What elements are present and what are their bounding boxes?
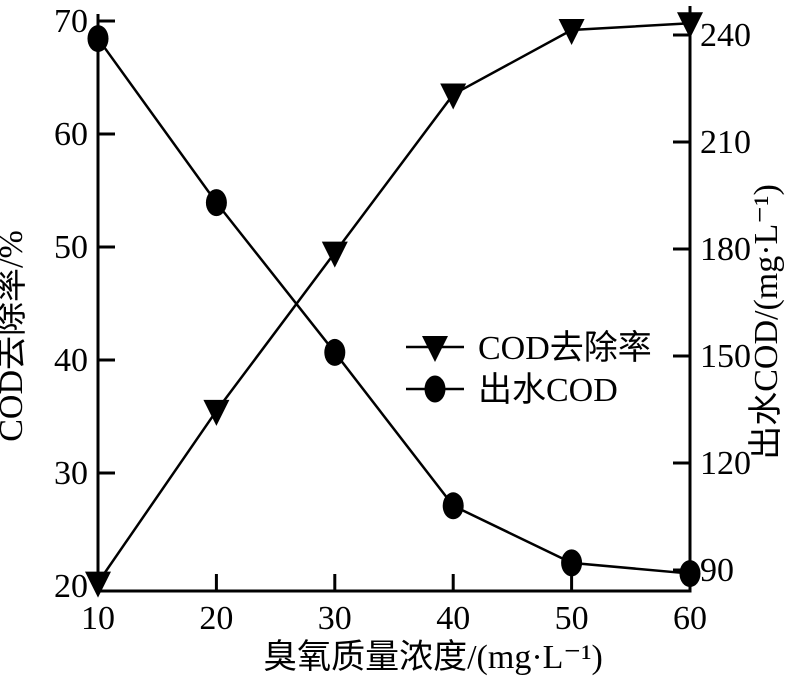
y-right-tick-label: 150 [700, 338, 751, 375]
y-right-tick-label: 240 [700, 17, 751, 54]
y-right-tick-label: 180 [700, 231, 751, 268]
series-marker-0 [203, 399, 230, 426]
series-line-0 [96, 22, 691, 584]
y-left-tick-label: 20 [54, 568, 88, 605]
series-marker-1 [205, 189, 227, 217]
x-tick-label: 60 [673, 600, 707, 637]
series-marker-1 [679, 560, 701, 588]
series-marker-1 [442, 492, 464, 520]
y-left-tick-label: 50 [54, 229, 88, 266]
series-marker-1 [324, 338, 346, 366]
y-left-tick-label: 60 [54, 116, 88, 153]
y-right-tick-label: 120 [700, 445, 751, 482]
series-marker-1 [561, 549, 583, 577]
legend-marker-0 [422, 336, 448, 362]
series-marker-0 [677, 12, 703, 39]
series-marker-1 [87, 25, 109, 53]
series-marker-0 [558, 19, 585, 46]
x-tick-label: 10 [81, 600, 115, 637]
y-axis-right-title: 出水COD/(mg·L⁻¹) [747, 184, 785, 460]
y-axis-left-title: COD去除率/% [0, 230, 30, 442]
series-line-1 [96, 37, 691, 575]
series-marker-0 [440, 83, 467, 110]
series-marker-0 [321, 241, 348, 268]
y-right-tick-label: 90 [700, 552, 734, 589]
x-axis-title: 臭氧质量浓度/(mg·L⁻¹) [263, 638, 603, 676]
legend-marker-1 [424, 375, 446, 403]
legend-label-0: COD去除率 [478, 329, 652, 367]
x-tick-label: 50 [555, 600, 589, 637]
legend-label-1: 出水COD [478, 371, 618, 409]
x-tick-label: 20 [199, 600, 233, 637]
y-right-tick-label: 210 [700, 124, 751, 161]
x-tick-label: 40 [436, 600, 470, 637]
y-left-tick-label: 30 [54, 455, 88, 492]
y-left-tick-label: 70 [54, 3, 88, 40]
series-marker-0 [85, 571, 111, 598]
y-left-tick-label: 40 [54, 342, 88, 379]
x-tick-label: 30 [318, 600, 352, 637]
